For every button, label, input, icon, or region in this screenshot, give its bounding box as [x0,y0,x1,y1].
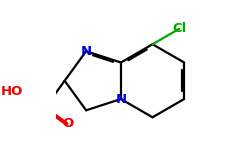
Text: N: N [115,93,126,106]
Text: Cl: Cl [172,22,186,35]
Text: O: O [62,117,73,130]
Text: HO: HO [1,85,23,98]
Text: N: N [80,45,92,58]
